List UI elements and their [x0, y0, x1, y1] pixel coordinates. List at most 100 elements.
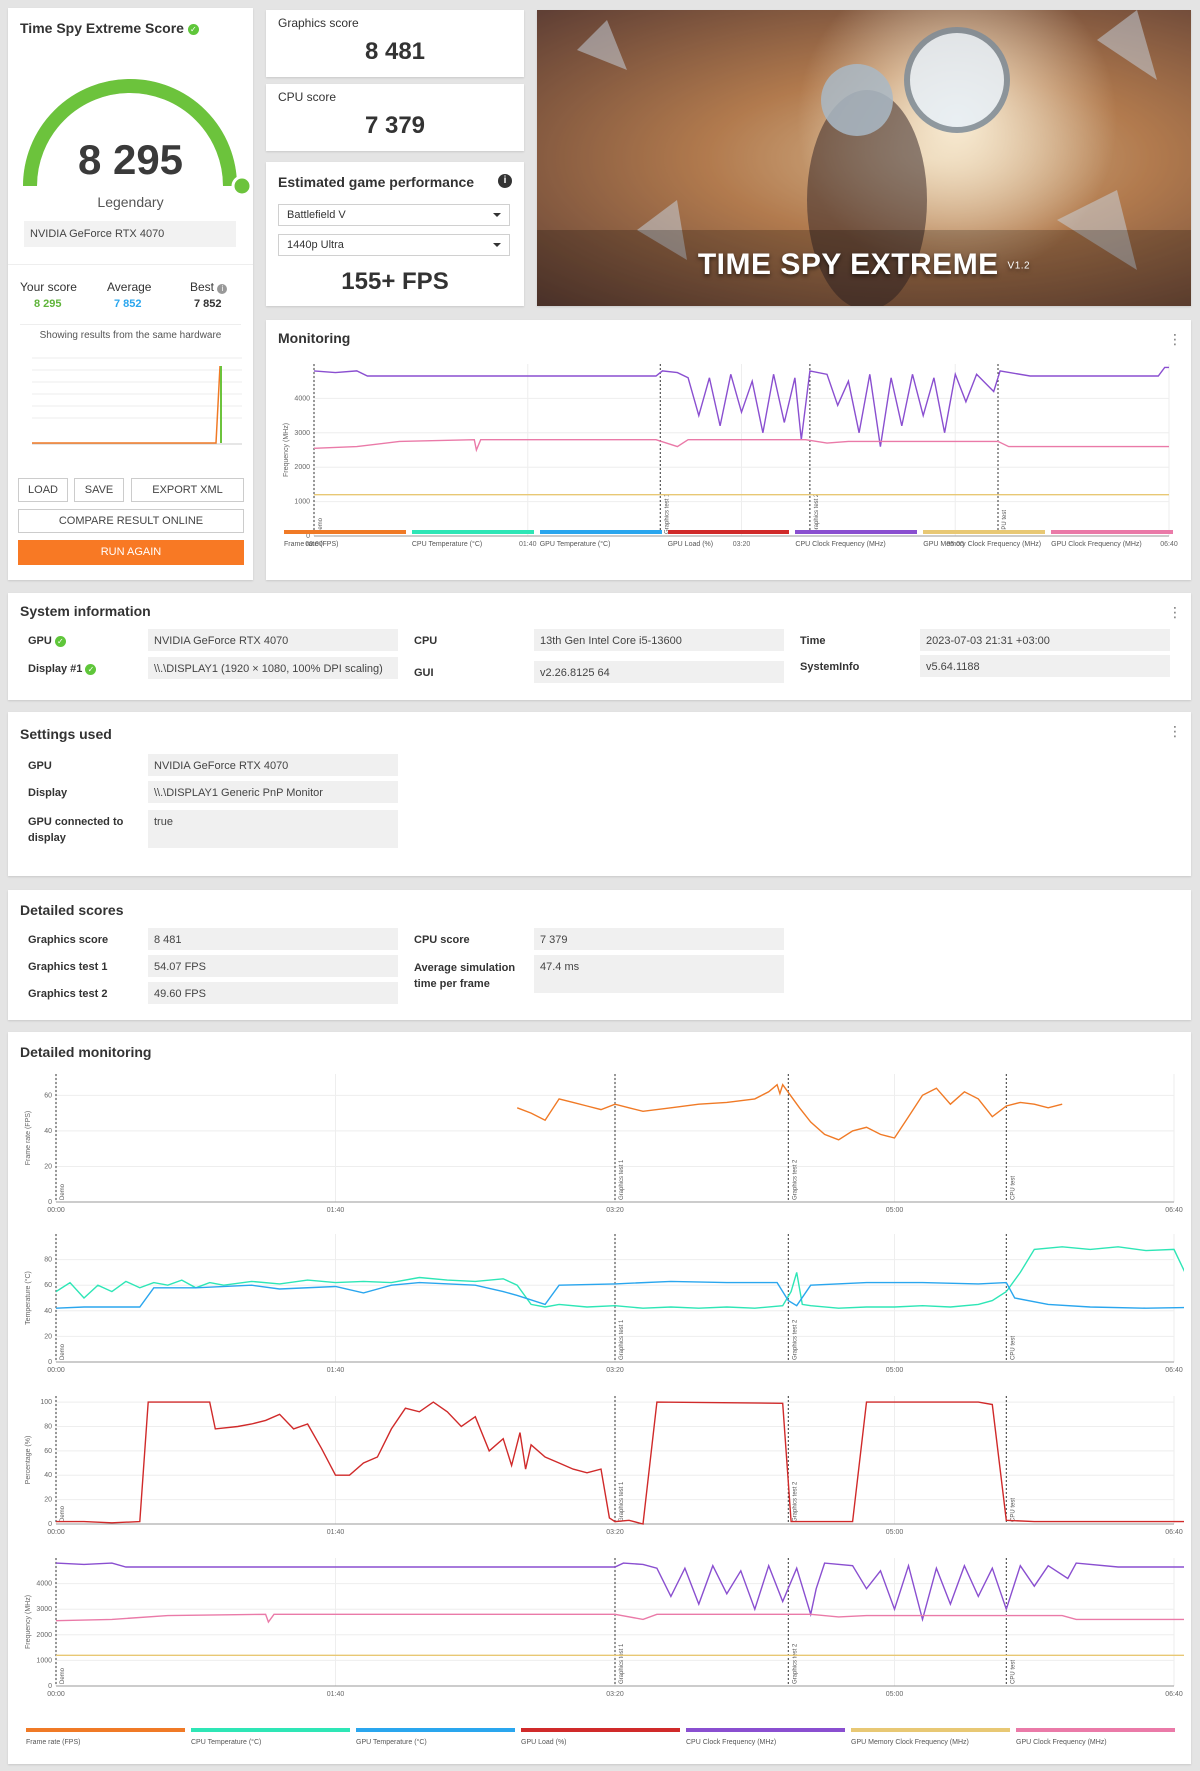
score-title: Time Spy Extreme Score ✓ — [20, 20, 199, 36]
kebab-menu-icon[interactable]: ⋮ — [1168, 331, 1182, 347]
test-marker-label: Demo — [318, 517, 324, 534]
y-tick-label: 0 — [48, 1521, 52, 1528]
x-tick-label: 01:40 — [327, 1207, 345, 1214]
x-tick-label: 01:40 — [327, 1691, 345, 1698]
legend-item[interactable]: CPU Clock Frequency (MHz) — [795, 530, 918, 551]
series-line — [56, 1401, 1184, 1525]
legend-item[interactable]: GPU Clock Frequency (MHz) — [1016, 1728, 1175, 1749]
y-tick-label: 3000 — [36, 1606, 52, 1613]
distribution-line-yours — [32, 365, 221, 444]
game-select[interactable]: Battlefield V — [278, 204, 510, 226]
settings-connected-value: true — [148, 810, 398, 848]
legend-swatch — [686, 1728, 845, 1732]
y-tick-label: 60 — [44, 1092, 52, 1099]
run-again-button[interactable]: RUN AGAIN — [18, 540, 244, 565]
export-xml-button[interactable]: EXPORT XML — [131, 478, 244, 502]
series-line — [313, 438, 1169, 453]
character-silhouette — [807, 90, 927, 306]
chevron-down-icon — [493, 243, 501, 247]
score-gauge — [23, 79, 253, 197]
legend-item[interactable]: CPU Clock Frequency (MHz) — [686, 1728, 845, 1749]
your-score-value: 8 295 — [34, 298, 62, 310]
legend-item[interactable]: GPU Load (%) — [667, 530, 790, 551]
y-tick-label: 40 — [44, 1128, 52, 1135]
legend-item[interactable]: CPU Temperature (°C) — [411, 530, 534, 551]
x-tick-label: 06:40 — [1165, 1691, 1183, 1698]
sys-gpu-label: GPU ✓ — [28, 635, 66, 647]
y-tick-label: 3000 — [294, 430, 310, 437]
x-tick-label: 06:40 — [1165, 1367, 1183, 1374]
info-icon[interactable]: i — [498, 174, 512, 188]
preset-select[interactable]: 1440p Ultra — [278, 234, 510, 256]
kebab-menu-icon[interactable]: ⋮ — [1168, 604, 1182, 620]
sys-time-label: Time — [800, 635, 826, 647]
sys-display-value: \\.\DISPLAY1 (1920 × 1080, 100% DPI scal… — [148, 657, 398, 679]
detailed-monitoring-legend: Frame rate (FPS) CPU Temperature (°C) GPU … — [26, 1728, 1181, 1752]
legend-item[interactable]: GPU Memory Clock Frequency (MHz) — [851, 1728, 1010, 1749]
score-distribution-chart: 0 2500 5000 7500 — [32, 357, 242, 445]
test-marker-label: Graphics test 1 — [664, 493, 670, 534]
legend-label: GPU Clock Frequency (MHz) — [1051, 541, 1142, 548]
legend-swatch — [411, 530, 534, 534]
info-icon[interactable]: i — [217, 284, 228, 294]
legend-item[interactable]: GPU Memory Clock Frequency (MHz) — [923, 530, 1046, 551]
sys-time-value: 2023-07-03 21:31 +03:00 — [920, 629, 1170, 651]
legend-item[interactable]: Frame rate (FPS) — [26, 1728, 185, 1749]
y-tick-label: 40 — [44, 1472, 52, 1479]
x-tick-label: 01:40 — [327, 1367, 345, 1374]
y-tick-label: 4000 — [294, 395, 310, 402]
test-marker-label: Demo — [60, 1343, 66, 1360]
x-tick-label: 05:00 — [886, 1367, 904, 1374]
sys-gui-value: v2.26.8125 64 — [534, 661, 784, 683]
test-marker-label: CPU test — [1010, 1660, 1016, 1684]
save-button[interactable]: SAVE — [74, 478, 124, 502]
sys-cpu-value: 13th Gen Intel Core i5-13600 — [534, 629, 784, 651]
same-hardware-note: Showing results from the same hardware — [39, 330, 222, 341]
settings-display-value: \\.\DISPLAY1 Generic PnP Monitor — [148, 781, 398, 803]
y-tick-label: 0 — [48, 1199, 52, 1206]
ds-gt1-label: Graphics test 1 — [28, 961, 108, 973]
ds-sim-value: 47.4 ms — [534, 955, 784, 993]
x-tick-label: 05:00 — [886, 1529, 904, 1536]
series-line — [55, 1613, 1184, 1624]
chevron-down-icon — [493, 213, 501, 217]
x-tick-label: 00:00 — [47, 1691, 65, 1698]
series-line — [55, 1562, 1184, 1623]
legend-label: CPU Temperature (°C) — [411, 541, 483, 548]
y-tick-label: 20 — [44, 1163, 52, 1170]
settings-gpu-label: GPU — [28, 760, 52, 772]
test-marker-label: Graphics test 2 — [792, 1481, 798, 1522]
ds-gt1-value: 54.07 FPS — [148, 955, 398, 977]
y-tick-label: 40 — [44, 1308, 52, 1315]
y-axis-label: Temperature (°C) — [24, 1271, 32, 1325]
legend-item[interactable]: CPU Temperature (°C) — [191, 1728, 350, 1749]
x-tick-label: 06:40 — [1165, 1529, 1183, 1536]
legend-item[interactable]: GPU Temperature (°C) — [539, 530, 662, 551]
compare-online-button[interactable]: COMPARE RESULT ONLINE — [18, 509, 244, 533]
legend-swatch — [284, 530, 406, 534]
y-tick-label: 80 — [44, 1257, 52, 1264]
ds-sim-label: Average simulation time per frame — [414, 962, 516, 990]
kebab-menu-icon[interactable]: ⋮ — [1168, 723, 1182, 739]
monitoring-title: Monitoring — [278, 330, 351, 346]
settings-display-label: Display — [28, 787, 68, 799]
load-button[interactable]: LOAD — [18, 478, 68, 502]
y-tick-label: 60 — [44, 1282, 52, 1289]
legend-item[interactable]: GPU Clock Frequency (MHz) — [1051, 530, 1173, 551]
legend-swatch — [191, 1728, 350, 1732]
settings-connected-label: GPU connected to display — [28, 816, 124, 844]
system-info-card: System information ⋮ GPU ✓ NVIDIA GeForc… — [8, 593, 1191, 700]
legend-item[interactable]: GPU Temperature (°C) — [356, 1728, 515, 1749]
legend-item[interactable]: Frame rate (FPS) — [284, 530, 406, 551]
test-marker-label: Graphics test 1 — [619, 1159, 625, 1200]
series-line — [55, 1246, 1184, 1309]
legend-item[interactable]: GPU Load (%) — [521, 1728, 680, 1749]
game-performance-card: Estimated game performance i Battlefield… — [266, 162, 524, 306]
legend-label: GPU Load (%) — [667, 541, 714, 548]
y-tick-label: 20 — [44, 1333, 52, 1340]
legend-label: GPU Load (%) — [521, 1739, 567, 1746]
detailed-scores-title: Detailed scores — [20, 902, 124, 918]
y-tick-label: 0 — [48, 1683, 52, 1690]
legend-label: GPU Memory Clock Frequency (MHz) — [851, 1739, 969, 1746]
legend-swatch — [26, 1728, 185, 1732]
